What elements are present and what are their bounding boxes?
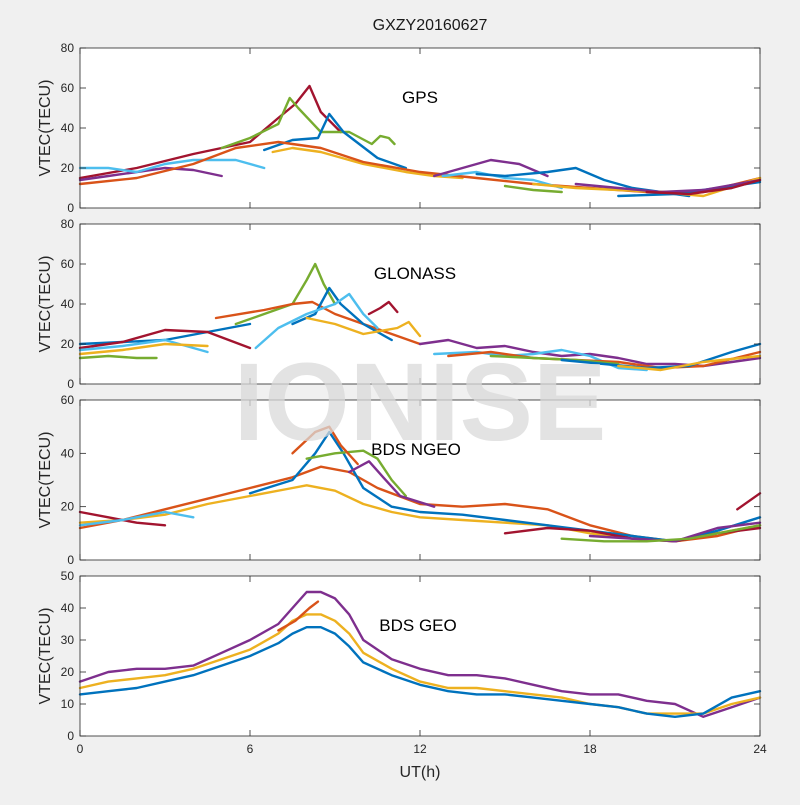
y-axis-label: VTEC(TECU) bbox=[37, 608, 54, 705]
y-tick-label: 80 bbox=[61, 41, 75, 55]
y-tick-label: 10 bbox=[61, 697, 75, 711]
series-line-1-16 bbox=[617, 354, 762, 372]
x-tick-label: 6 bbox=[247, 742, 254, 756]
series-line-2-3 bbox=[305, 449, 407, 498]
series-line-2-9 bbox=[588, 521, 762, 543]
series-line-0-5 bbox=[78, 158, 266, 174]
series-line-3-2 bbox=[78, 626, 762, 718]
series-line-3-0 bbox=[78, 590, 762, 718]
y-tick-label: 0 bbox=[67, 377, 74, 391]
x-tick-label: 0 bbox=[77, 742, 84, 756]
series-line-1-5 bbox=[305, 316, 422, 338]
panel-2: 0 20 40 60 VTEC(TECU) BDS NGEO bbox=[37, 393, 762, 567]
y-axis-label: VTEC(TECU) bbox=[37, 432, 54, 529]
panel-1: 0 20 40 60 80 VTEC(TECU) GLONASS bbox=[37, 217, 762, 391]
watermark: IONISE bbox=[234, 341, 607, 464]
plot-area bbox=[80, 224, 760, 384]
series-line-1-4 bbox=[367, 300, 399, 316]
y-tick-label: 40 bbox=[61, 297, 75, 311]
series-line-1-2 bbox=[291, 286, 393, 342]
figure-title: GXZY20160627 bbox=[373, 17, 488, 34]
panel-0: 0 20 40 60 80 VTEC(TECU) GPS bbox=[37, 41, 762, 215]
series-line-0-7 bbox=[433, 158, 549, 178]
series-line-3-3 bbox=[277, 600, 320, 632]
series-line-0-4 bbox=[78, 166, 223, 182]
series-line-1-3 bbox=[254, 292, 379, 350]
y-axis-label: VTEC(TECU) bbox=[37, 256, 54, 353]
series-line-1-8 bbox=[78, 328, 252, 350]
x-axis-label: UT(h) bbox=[400, 764, 441, 781]
y-tick-label: 20 bbox=[61, 337, 75, 351]
series-line-1-15 bbox=[560, 342, 762, 370]
y-tick-label: 40 bbox=[61, 601, 75, 615]
y-tick-label: 30 bbox=[61, 633, 75, 647]
plot-area bbox=[80, 576, 760, 736]
plot-area bbox=[80, 48, 760, 208]
series-line-1-10 bbox=[78, 342, 209, 356]
y-tick-label: 40 bbox=[61, 446, 75, 460]
series-line-0-14 bbox=[503, 184, 563, 194]
panel-title: GPS bbox=[402, 88, 438, 107]
series-line-1-6 bbox=[78, 354, 158, 360]
y-tick-label: 60 bbox=[61, 393, 75, 407]
y-tick-label: 20 bbox=[61, 665, 75, 679]
y-tick-label: 20 bbox=[61, 500, 75, 514]
y-tick-label: 60 bbox=[61, 81, 75, 95]
series-line-0-8 bbox=[441, 170, 563, 190]
y-tick-label: 20 bbox=[61, 161, 75, 175]
series-line-1-0 bbox=[234, 262, 337, 326]
series-line-0-13 bbox=[645, 178, 762, 196]
plot-area bbox=[80, 400, 760, 560]
series-line-0-0 bbox=[78, 84, 342, 180]
series-line-2-5 bbox=[291, 425, 359, 466]
series-line-2-11 bbox=[736, 492, 762, 511]
series-line-2-10 bbox=[560, 524, 762, 543]
x-tick-label: 18 bbox=[583, 742, 597, 756]
panel-title: GLONASS bbox=[374, 264, 456, 283]
y-tick-label: 60 bbox=[61, 257, 75, 271]
panel-title: BDS GEO bbox=[379, 616, 456, 635]
x-tick-label: 12 bbox=[413, 742, 427, 756]
x-tick-label: 24 bbox=[753, 742, 767, 756]
series-line-2-2 bbox=[248, 430, 762, 543]
y-tick-label: 40 bbox=[61, 121, 75, 135]
series-line-2-4 bbox=[348, 460, 436, 508]
series-line-2-7 bbox=[78, 510, 195, 527]
y-tick-label: 80 bbox=[61, 217, 75, 231]
series-line-1-14 bbox=[489, 354, 620, 366]
panel-title: BDS NGEO bbox=[371, 440, 461, 459]
y-tick-label: 0 bbox=[67, 201, 74, 215]
y-axis-label: VTEC(TECU) bbox=[37, 80, 54, 177]
panel-3: 0 10 20 30 40 50 0 6 12 18 24 VTEC(TECU) BDS GEO bbox=[37, 569, 767, 756]
series-line-0-2 bbox=[263, 112, 407, 170]
y-tick-label: 50 bbox=[61, 569, 75, 583]
y-tick-label: 0 bbox=[67, 729, 74, 743]
y-tick-label: 0 bbox=[67, 553, 74, 567]
